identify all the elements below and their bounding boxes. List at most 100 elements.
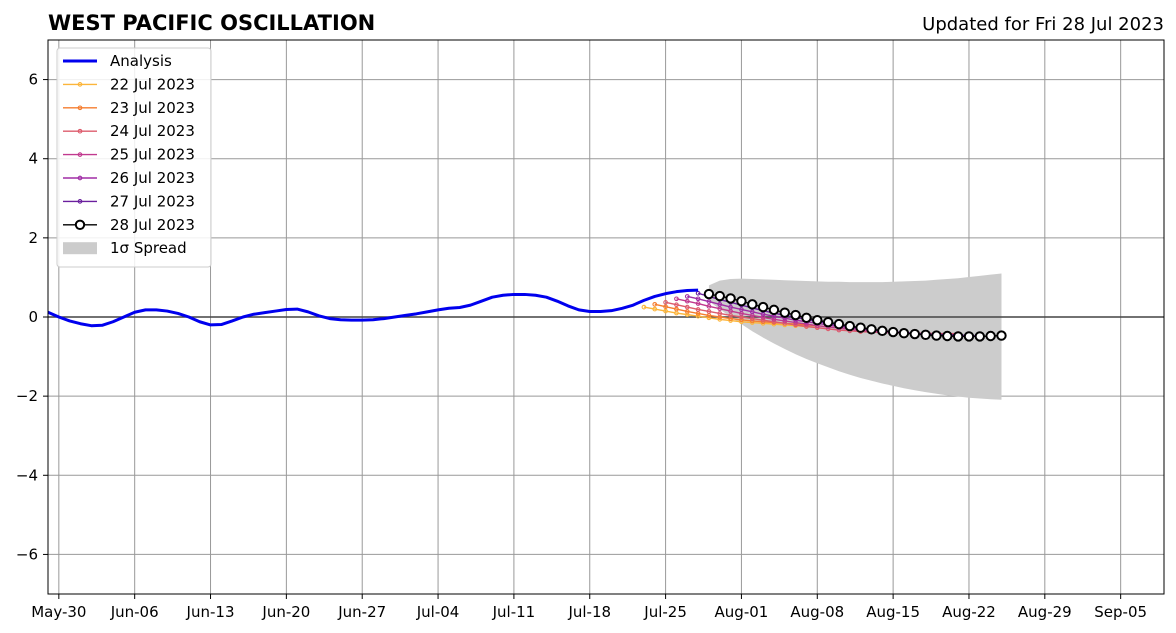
data-point	[985, 330, 996, 342]
x-tick-label: Jun-06	[110, 603, 159, 621]
legend-label: 26 Jul 2023	[110, 169, 195, 187]
x-tick-label: Aug-15	[866, 603, 920, 621]
legend-label: 1σ Spread	[110, 239, 187, 257]
legend-entry: 23 Jul 2023	[63, 99, 195, 117]
chart-title: WEST PACIFIC OSCILLATION	[48, 11, 375, 35]
data-point	[782, 318, 788, 324]
data-point	[768, 304, 780, 316]
data-point	[728, 304, 733, 310]
data-point	[674, 306, 679, 312]
data-point	[833, 318, 845, 330]
data-point	[736, 295, 747, 307]
data-point	[714, 290, 725, 302]
x-tick-label: Sep-05	[1094, 603, 1147, 621]
legend-entry: 26 Jul 2023	[63, 169, 195, 187]
data-point	[703, 288, 715, 300]
y-tick-label: 4	[28, 150, 38, 168]
spread-band	[708, 273, 1002, 400]
legend-entry: 27 Jul 2023	[63, 192, 195, 210]
data-point	[706, 303, 712, 309]
x-tick-label: Aug-29	[1018, 603, 1072, 621]
x-tick-label: May-30	[31, 603, 86, 621]
data-point	[674, 296, 679, 302]
legend: Analysis 22 Jul 2023 23 Jul 2023 24 Jul 202…	[56, 47, 212, 268]
x-tick-label: Jul-11	[492, 603, 536, 621]
x-tick-label: Aug-01	[715, 603, 769, 621]
series-analysis	[47, 288, 699, 328]
legend-entry: 25 Jul 2023	[63, 146, 195, 164]
data-point	[684, 304, 690, 310]
data-point	[641, 304, 647, 310]
data-point	[898, 328, 910, 339]
data-point	[663, 300, 668, 305]
data-point	[739, 317, 744, 323]
series-28-jul-2023	[703, 288, 1007, 342]
data-point	[663, 308, 668, 314]
data-point	[909, 328, 920, 340]
x-tick-label: Jun-20	[261, 603, 310, 621]
data-point	[931, 330, 942, 341]
data-point	[877, 325, 888, 337]
spread-layer	[708, 273, 1002, 400]
legend-marker	[77, 105, 83, 111]
chart-subtitle: Updated for Fri 28 Jul 2023	[922, 14, 1164, 35]
data-point	[706, 309, 712, 314]
y-tick-label: −6	[16, 545, 38, 563]
data-point	[887, 326, 899, 338]
data-point	[695, 301, 701, 306]
data-point	[920, 329, 931, 341]
data-point	[952, 331, 964, 342]
data-point	[855, 322, 866, 333]
legend-marker	[74, 219, 86, 231]
legend-entry: 28 Jul 2023	[63, 216, 195, 234]
legend-box	[56, 47, 212, 268]
data-point	[760, 317, 766, 323]
legend-swatch	[63, 242, 97, 255]
data-point	[801, 312, 812, 323]
data-point	[684, 309, 690, 314]
data-point	[790, 309, 801, 321]
x-tick-label: Jun-27	[337, 603, 386, 621]
x-tick-label: Jul-04	[416, 603, 460, 621]
legend-label: 25 Jul 2023	[110, 146, 195, 164]
data-point	[728, 313, 733, 318]
data-point	[695, 290, 701, 296]
legend-entry: 24 Jul 2023	[63, 122, 195, 140]
legend-marker	[77, 82, 83, 87]
y-tick-label: 0	[28, 308, 38, 326]
y-tick-label: −4	[16, 466, 38, 484]
legend-label: Analysis	[110, 52, 172, 70]
data-point	[739, 307, 744, 312]
data-point	[695, 296, 701, 302]
legend-label: 22 Jul 2023	[110, 75, 195, 93]
legend-label: 24 Jul 2023	[110, 122, 195, 140]
data-point	[963, 331, 975, 342]
x-tick-label: Jun-13	[186, 603, 235, 621]
data-point	[652, 306, 658, 312]
legend-label: 28 Jul 2023	[110, 216, 195, 234]
data-point	[725, 293, 736, 304]
x-tick-label: Aug-08	[790, 603, 844, 621]
y-tick-label: 2	[28, 229, 38, 247]
data-point	[706, 299, 712, 304]
data-point	[757, 301, 769, 313]
axis-ticks: May-30 Jun-06 Jun-13 Jun-20 Jun-27 Jul-04 Jul-…	[16, 71, 1147, 621]
data-point	[844, 320, 855, 332]
legend-marker	[77, 199, 83, 204]
data-point	[779, 307, 790, 318]
data-point	[684, 294, 690, 299]
data-point	[695, 313, 701, 319]
legend-marker	[77, 152, 83, 157]
series-line	[47, 288, 699, 328]
data-point	[822, 316, 834, 328]
y-tick-label: −2	[16, 387, 38, 405]
data-point	[747, 299, 758, 310]
legend-entry: Analysis	[63, 52, 172, 70]
data-point	[717, 311, 723, 316]
legend-entry: 22 Jul 2023	[63, 75, 195, 93]
data-point	[812, 314, 823, 326]
data-point	[717, 301, 723, 307]
series-line	[708, 293, 1002, 338]
data-point	[942, 330, 953, 342]
